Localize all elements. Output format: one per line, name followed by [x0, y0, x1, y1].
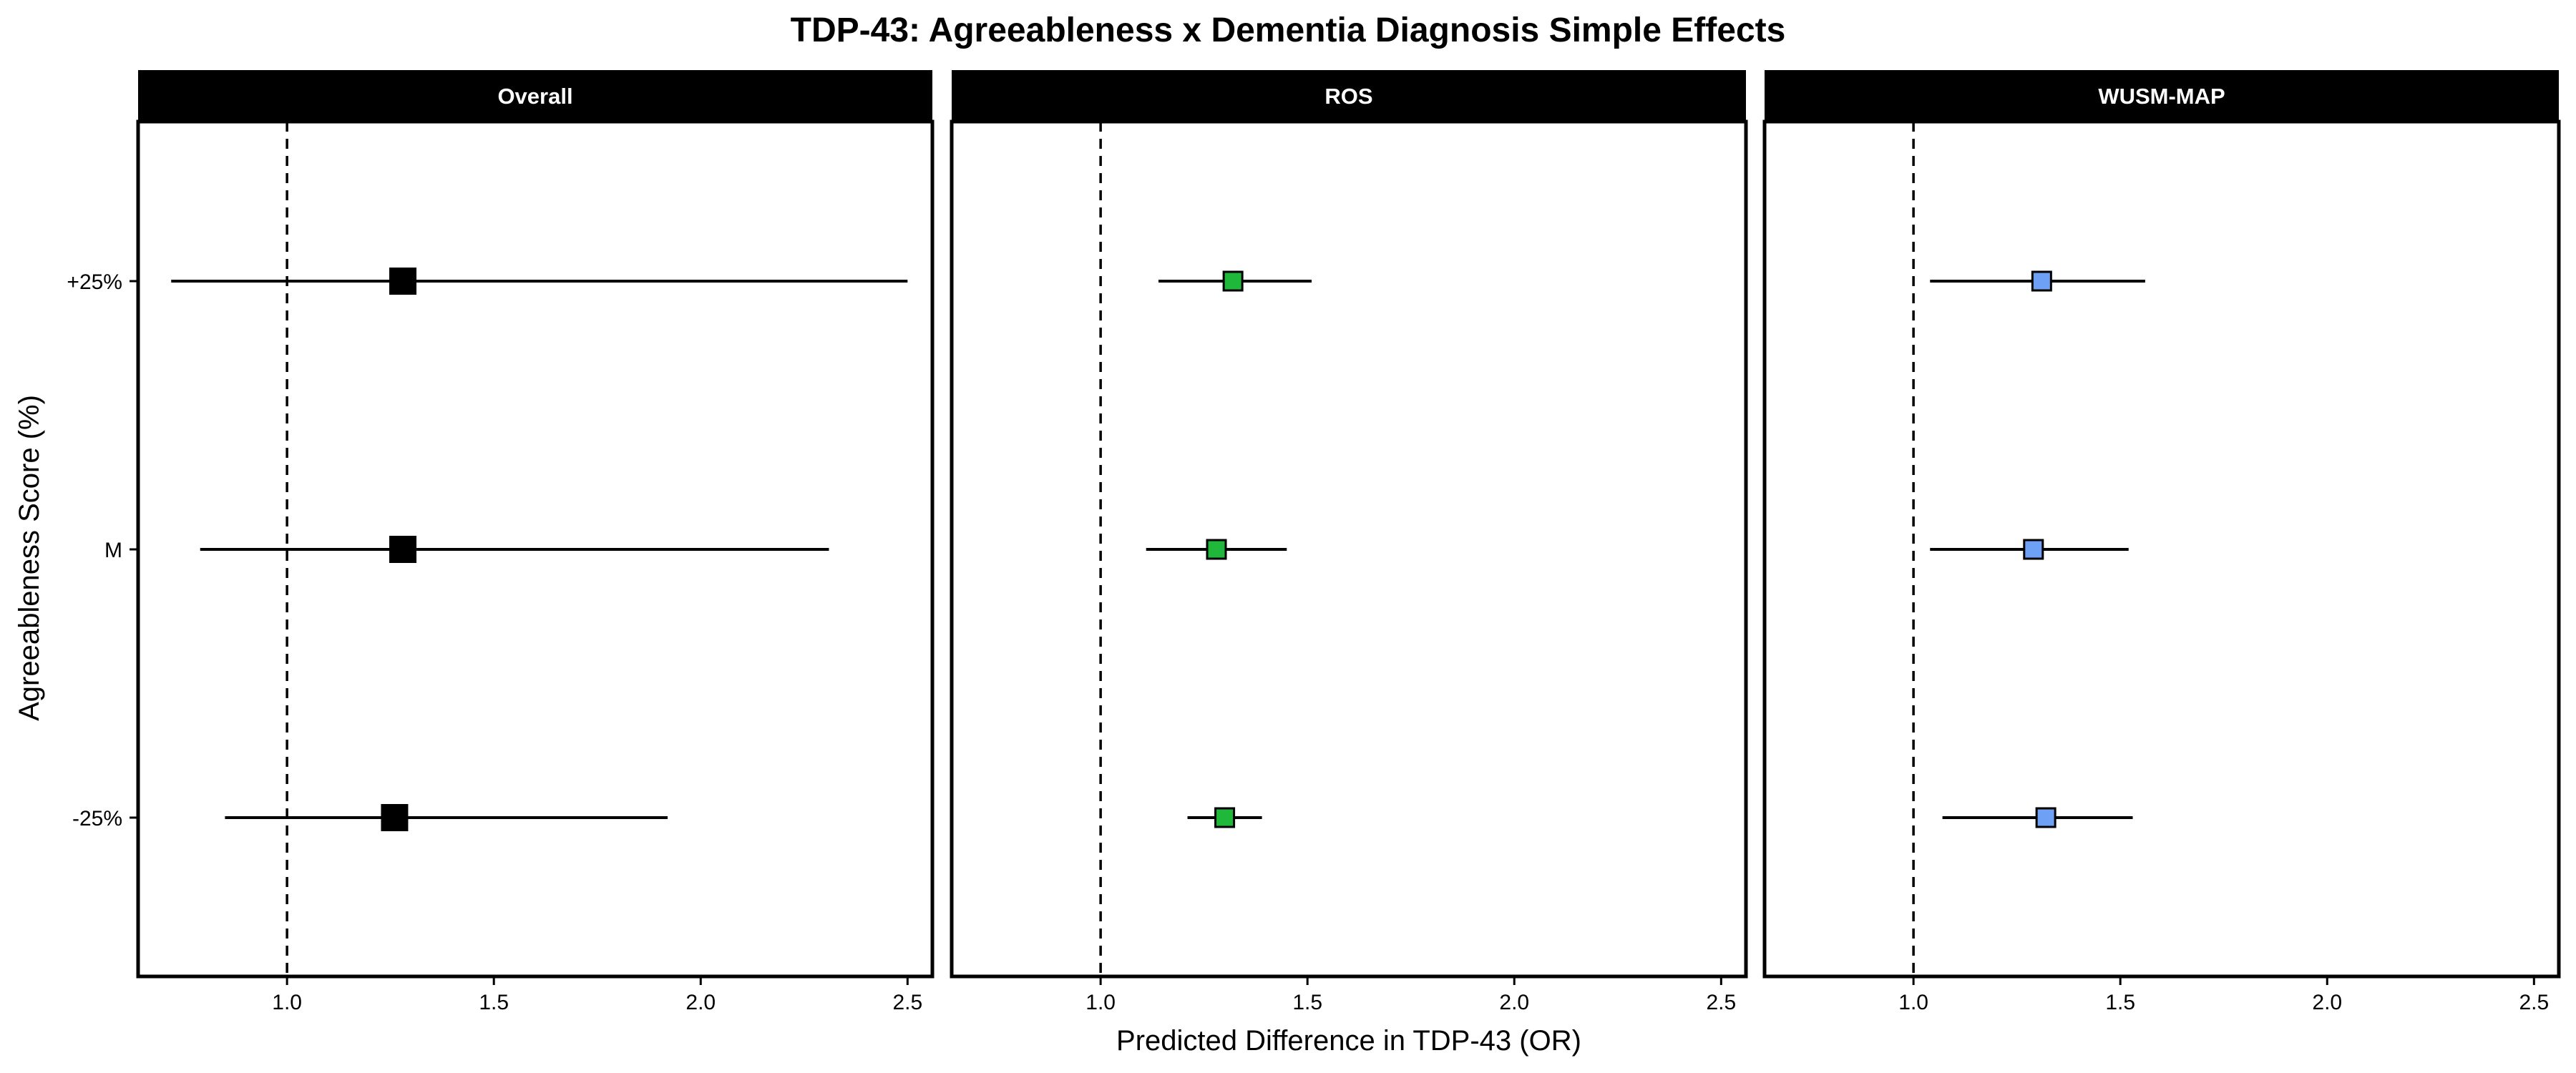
panel-strip-label: Overall — [497, 84, 572, 109]
panel-border — [1762, 119, 2561, 979]
x-tick-label: 2.5 — [1706, 991, 1736, 1014]
point-estimate — [389, 268, 416, 295]
point-estimate — [2035, 807, 2057, 828]
x-tick-label: 2.5 — [892, 991, 922, 1014]
x-axis-title: Predicted Difference in TDP-43 (OR) — [1116, 1025, 1581, 1057]
panel-strip — [952, 70, 1746, 122]
point-estimate — [1222, 270, 1244, 292]
panel-strip-label: WUSM-MAP — [2098, 84, 2225, 109]
point-estimate — [1206, 539, 1227, 560]
x-tick-label: 2.0 — [2312, 991, 2342, 1014]
y-tick-label: M — [104, 539, 122, 562]
x-tick-label: 1.5 — [2105, 991, 2135, 1014]
y-tick-label: +25% — [67, 270, 122, 294]
y-tick-label: -25% — [72, 807, 122, 831]
x-tick-label: 1.0 — [272, 991, 302, 1014]
x-tick-label: 1.0 — [1898, 991, 1928, 1014]
y-axis-title: Agreeableness Score (%) — [14, 395, 45, 721]
x-tick-label: 1.5 — [479, 991, 509, 1014]
panel-overall: Overall 1.0 1.5 2.0 2.5 +25% M -25% — [67, 70, 935, 1014]
panel-strip-label: ROS — [1324, 84, 1372, 109]
point-estimate — [389, 536, 416, 563]
point-estimate — [381, 804, 409, 831]
panel-strip — [138, 70, 932, 122]
point-estimate — [1214, 807, 1236, 828]
x-tick-label: 1.5 — [1292, 991, 1322, 1014]
point-estimate — [2031, 270, 2052, 292]
x-tick-label: 2.0 — [686, 991, 716, 1014]
panels-group: Overall 1.0 1.5 2.0 2.5 +25% M -25% ROS 1.0 1.5 2.0… — [67, 70, 2561, 1014]
panel-ros: ROS 1.0 1.5 2.0 2.5 — [950, 70, 1748, 1014]
x-tick-label: 1.0 — [1085, 991, 1116, 1014]
chart-title: TDP-43: Agreeableness x Dementia Diagnos… — [791, 11, 1786, 49]
panel-strip — [1765, 70, 2559, 122]
x-tick-label: 2.5 — [2519, 991, 2549, 1014]
panel-border — [950, 119, 1748, 979]
point-estimate — [2023, 539, 2044, 560]
panel-wusm-map: WUSM-MAP 1.0 1.5 2.0 2.5 — [1762, 70, 2561, 1014]
x-tick-label: 2.0 — [1499, 991, 1529, 1014]
